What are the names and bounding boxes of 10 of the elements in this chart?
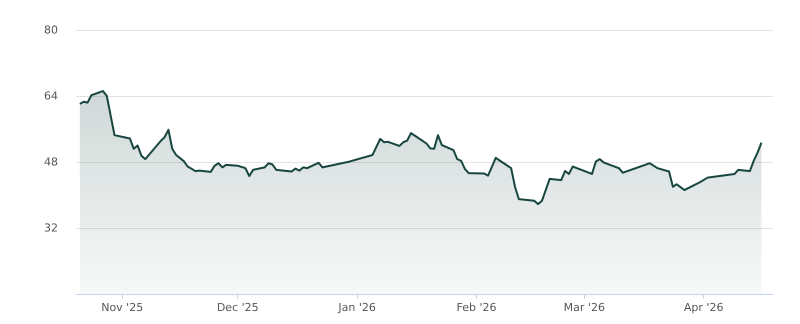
x-tick-label: Apr '26 <box>684 301 724 314</box>
y-tick-label: 80 <box>44 24 58 36</box>
y-tick-label: 32 <box>44 222 58 234</box>
y-tick-label: 64 <box>44 90 58 102</box>
x-tick-label: Feb '26 <box>456 301 496 314</box>
x-tick-label: Nov '25 <box>101 301 144 314</box>
x-tick-label: Jan '26 <box>337 301 376 314</box>
x-tick-label: Dec '25 <box>216 301 259 314</box>
x-tick-label: Mar '26 <box>564 301 605 314</box>
y-tick-label: 48 <box>44 156 58 168</box>
